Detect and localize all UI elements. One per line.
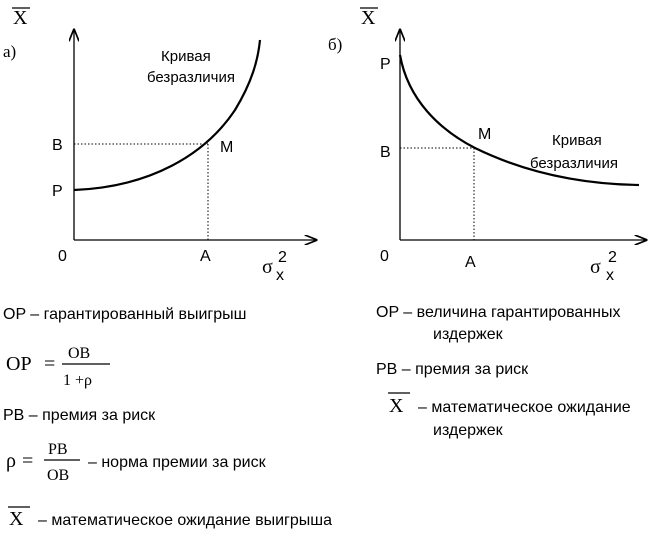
panel-b-x-axis-sigma: σ [590, 256, 601, 278]
panel-a-point-m: M [220, 139, 233, 156]
panel-a-y-axis-label: X [13, 7, 28, 29]
legend-b-x-definition-1: – математическое ожидание [418, 399, 631, 416]
formula2-lhs: ρ [6, 450, 16, 472]
panel-b-curve-label-1: Кривая [552, 132, 602, 149]
panel-b-tag: б) [328, 35, 342, 54]
formula2-denominator: OB [47, 467, 69, 484]
formula2-note: – норма премии за риск [88, 454, 267, 471]
panel-b-point-b: B [380, 144, 391, 161]
panel-b-point-a: A [465, 254, 476, 271]
panel-a-point-p: P [52, 183, 63, 200]
legend-b-op-definition-1: OP – величина гарантированных [376, 304, 621, 321]
legend-b-pb-definition: PB – премия за риск [376, 361, 529, 378]
panel-b-y-axis-label: X [361, 7, 376, 29]
panel-a-indifference-curve [73, 39, 262, 192]
panel-b-indifference-curve [398, 54, 640, 187]
panel-a-x-axis-sub: x [276, 267, 284, 284]
legend-a: OP – гарантированный выигрыш OP = OB 1 +… [3, 306, 332, 530]
panel-b-x-axis-sup: 2 [608, 249, 617, 266]
panel-b: X б) P B M 0 A Кривая безразличия σ 2 x [328, 7, 646, 284]
legend-b: OP – величина гарантированных издержек P… [376, 304, 631, 439]
legend-b-x-definition-2: издержек [433, 422, 504, 439]
formula1-denominator: 1 +ρ [63, 372, 92, 389]
formula1-lhs: OP [6, 353, 32, 375]
panel-a-curve-label-1: Кривая [161, 48, 211, 65]
panel-b-point-m: M [478, 126, 491, 143]
legend-a-pb-definition: PB – премия за риск [3, 407, 156, 424]
panel-a-x-axis-sup: 2 [278, 249, 287, 266]
panel-a-tag: а) [3, 42, 16, 61]
panel-b-x-axis-sub: x [606, 267, 614, 284]
formula1-equals: = [44, 353, 55, 375]
panel-a-origin: 0 [58, 248, 67, 265]
legend-a-x-definition: – математическое ожидание выигрыша [38, 512, 332, 529]
panel-b-point-p: P [380, 56, 391, 73]
formula1-numerator: OB [68, 345, 90, 362]
panel-a-curve-label-2: безразличия [147, 69, 235, 86]
legend-b-op-definition-2: издержек [433, 326, 504, 343]
legend-a-x-symbol: X [9, 508, 24, 530]
panel-a-point-b: B [52, 137, 63, 154]
legend-a-op-definition: OP – гарантированный выигрыш [3, 306, 246, 323]
legend-b-x-symbol: X [389, 395, 404, 417]
formula2-numerator: PB [48, 441, 68, 458]
formula2-equals: = [22, 450, 33, 472]
panel-b-origin: 0 [380, 248, 389, 265]
panel-a: X а) B P M 0 A Кривая безразличия σ 2 x [3, 7, 316, 284]
panel-a-x-axis-sigma: σ [262, 256, 273, 278]
panel-b-curve-label-2: безразличия [530, 155, 618, 172]
panel-a-point-a: A [200, 248, 211, 265]
